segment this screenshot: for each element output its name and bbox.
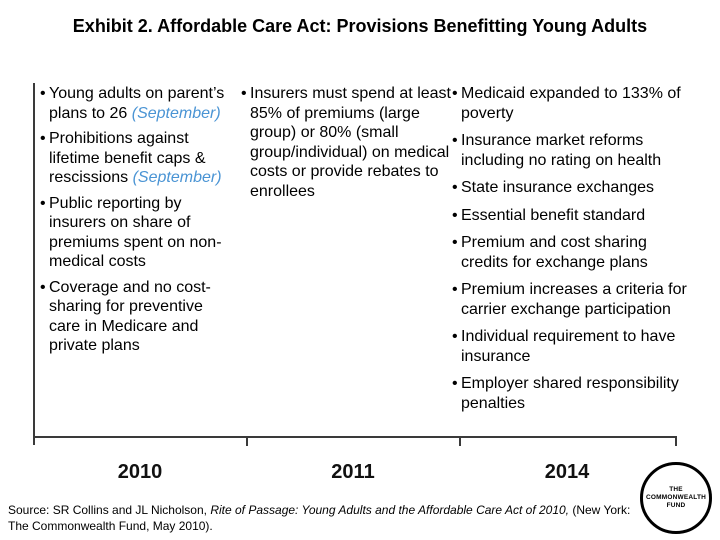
commonwealth-fund-logo: THE COMMONWEALTH FUND [640,462,712,534]
list-item: • Young adults on parent’s plans to 26 (… [40,84,232,123]
bullet-icon: • [452,85,458,102]
source-suffix: (New York: The Commonwealth Fund, May 20… [8,503,631,533]
list-item: • Prohibitions against lifetime benefit … [40,129,232,188]
bullet-icon: • [452,179,458,196]
timeline-tick [675,436,677,446]
provision-main: Prohibitions against lifetime benefit ca… [49,130,206,186]
bullet-icon: • [452,328,458,345]
provision-text: Insurers must spend at least 85% of prem… [250,85,451,200]
column-2011-provisions: • Insurers must spend at least 85% of pr… [241,84,455,207]
list-item: • Insurers must spend at least 85% of pr… [241,84,455,201]
timeline-tick [459,436,461,446]
provision-text: Employer shared responsibility penalties [461,375,679,412]
bullet-icon: • [452,206,458,224]
provision-text: Prohibitions against lifetime benefit ca… [49,129,232,188]
provision-text: Coverage and no cost-sharing for prevent… [49,278,211,355]
timeline-horizontal-axis [33,436,677,438]
year-label-2010: 2010 [117,461,163,483]
provision-text: Public reporting by insurers on share of… [49,194,222,271]
provision-text: Premium increases a criteria for carrier… [461,281,687,318]
bullet-icon: • [241,85,247,102]
bullet-icon: • [40,278,46,296]
bullet-icon: • [40,130,46,147]
list-item: • Essential benefit standard [452,206,694,226]
year-label-2011: 2011 [331,461,375,483]
column-2014-provisions: • Medicaid expanded to 133% of poverty •… [452,84,694,421]
source-prefix: Source: SR Collins and JL Nicholson, [8,503,211,517]
provision-date: (September) [132,169,222,186]
logo-line: FUND [666,502,686,509]
bullet-icon: • [452,281,458,298]
source-title: Rite of Passage: Young Adults and the Af… [210,503,570,517]
bullet-icon: • [452,234,458,251]
provision-text: Essential benefit standard [461,206,646,224]
provision-text: Young adults on parent’s plans to 26 (Se… [49,84,232,123]
list-item: • Premium and cost sharing credits for e… [452,233,694,272]
slide-title: Exhibit 2. Affordable Care Act: Provisio… [72,16,648,36]
provision-text: Individual requirement to have insurance [461,328,676,365]
source-citation: Source: SR Collins and JL Nicholson, Rit… [8,502,636,534]
provision-text: Medicaid expanded to 133% of poverty [461,85,681,122]
list-item: • Coverage and no cost-sharing for preve… [40,278,232,356]
provision-main: Young adults on parent’s plans to 26 [49,85,225,122]
provision-text: Premium and cost sharing credits for exc… [461,234,648,271]
column-2010-provisions: • Young adults on parent’s plans to 26 (… [40,84,232,362]
timeline-tick [246,436,248,446]
year-label-2014: 2014 [544,461,590,483]
bullet-icon: • [40,194,46,212]
list-item: • Medicaid expanded to 133% of poverty [452,84,694,123]
list-item: • Insurance market reforms including no … [452,131,694,170]
provision-text: State insurance exchanges [461,179,655,196]
bullet-icon: • [40,85,46,102]
list-item: • Premium increases a criteria for carri… [452,280,694,319]
bullet-icon: • [452,132,458,149]
timeline-vertical-axis [33,83,35,445]
logo-line: THE [669,486,683,493]
list-item: • Individual requirement to have insuran… [452,327,694,366]
bullet-icon: • [452,375,458,392]
list-item: • State insurance exchanges [452,178,694,198]
provision-date: (September) [131,104,221,122]
provision-text: Insurance market reforms including no ra… [461,132,662,169]
list-item: • Public reporting by insurers on share … [40,194,232,272]
list-item: • Employer shared responsibility penalti… [452,374,694,413]
logo-line: COMMONWEALTH [645,494,707,501]
